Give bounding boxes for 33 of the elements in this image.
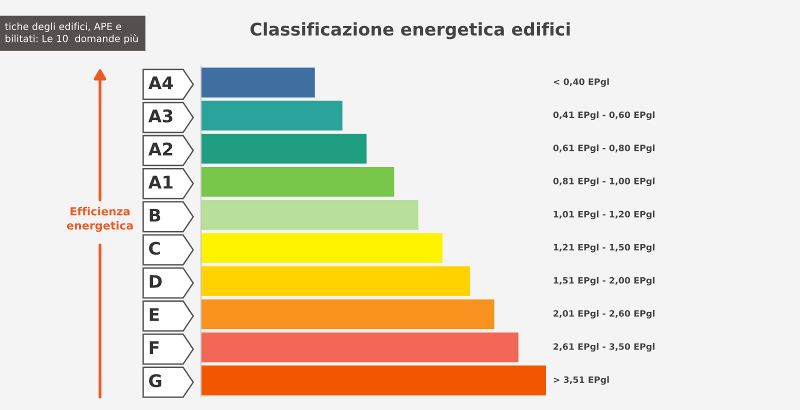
y-tick-label: C [149, 242, 160, 255]
text: 0,41 EPgl - 0,60 EPgl [553, 111, 654, 120]
text: > 3,51 EPgl [554, 376, 609, 385]
bar [201, 266, 470, 296]
y-tick-label: A1 [148, 176, 173, 188]
y-tick-label: B [150, 208, 160, 222]
chart-title: Classificazione energetica edifici [250, 22, 570, 40]
y-tick-label: A4 [148, 76, 173, 90]
bar [201, 100, 342, 131]
y-tick-label: E [150, 308, 159, 321]
bar [201, 134, 367, 164]
y-tick-label: D [150, 275, 162, 288]
bar [201, 366, 546, 396]
text: tiche degli edifici, APE e bilitati: Le 10 domande più [5, 22, 138, 44]
bar [201, 200, 418, 230]
bar [201, 332, 518, 362]
y-axis-title: Efficienza energetica [66, 206, 133, 232]
text: 1,21 EPgl - 1,50 EPgl [554, 244, 654, 252]
bar [201, 233, 442, 263]
bar [201, 299, 494, 330]
bar [201, 68, 315, 98]
text: < 0,40 EPgl [554, 78, 609, 87]
text: 2,01 EPgl - 2,60 EPgl [554, 310, 654, 319]
text: 1,01 EPgl - 1,20 EPgl [554, 210, 654, 220]
y-tick-label: A2 [148, 142, 172, 156]
text: 1,51 EPgl - 2,00 EPgl [554, 276, 654, 286]
y-tick-label: A3 [148, 109, 172, 122]
y-tick-label: G [149, 374, 162, 388]
text: 0,81 EPgl - 1,00 EPgl [553, 178, 654, 186]
y-tick-label: F [150, 341, 159, 354]
text: 0,61 EPgl - 0,80 EPgl [553, 144, 654, 154]
text: 2,61 EPgl - 3,50 EPgl [554, 343, 654, 352]
bar [201, 166, 394, 197]
